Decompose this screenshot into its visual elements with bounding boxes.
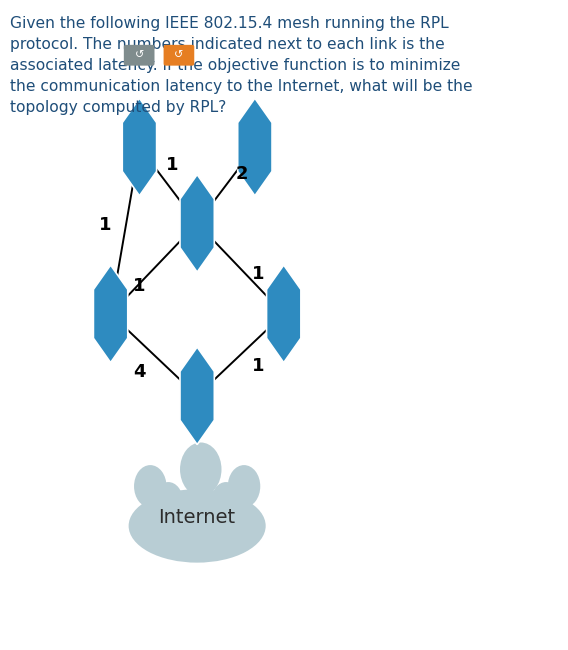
Ellipse shape (134, 465, 166, 508)
Ellipse shape (228, 465, 260, 508)
Text: 1: 1 (252, 357, 265, 375)
Ellipse shape (212, 482, 240, 519)
Text: 1: 1 (99, 216, 111, 234)
Text: Internet: Internet (158, 508, 236, 527)
Polygon shape (266, 265, 301, 363)
Ellipse shape (128, 489, 266, 563)
Ellipse shape (154, 482, 183, 519)
Polygon shape (180, 175, 214, 272)
Text: ↺: ↺ (135, 50, 144, 60)
Text: 2: 2 (236, 165, 248, 183)
Polygon shape (122, 98, 157, 196)
Ellipse shape (180, 443, 222, 496)
Text: 1: 1 (252, 265, 265, 283)
Polygon shape (237, 98, 272, 196)
Text: 1: 1 (166, 157, 178, 174)
Text: Given the following IEEE 802.15.4 mesh running the RPL
protocol. The numbers ind: Given the following IEEE 802.15.4 mesh r… (10, 16, 473, 115)
Polygon shape (93, 265, 128, 363)
Text: 4: 4 (133, 363, 146, 381)
Polygon shape (180, 347, 214, 445)
Text: ↺: ↺ (174, 50, 183, 60)
Text: 1: 1 (133, 276, 146, 294)
